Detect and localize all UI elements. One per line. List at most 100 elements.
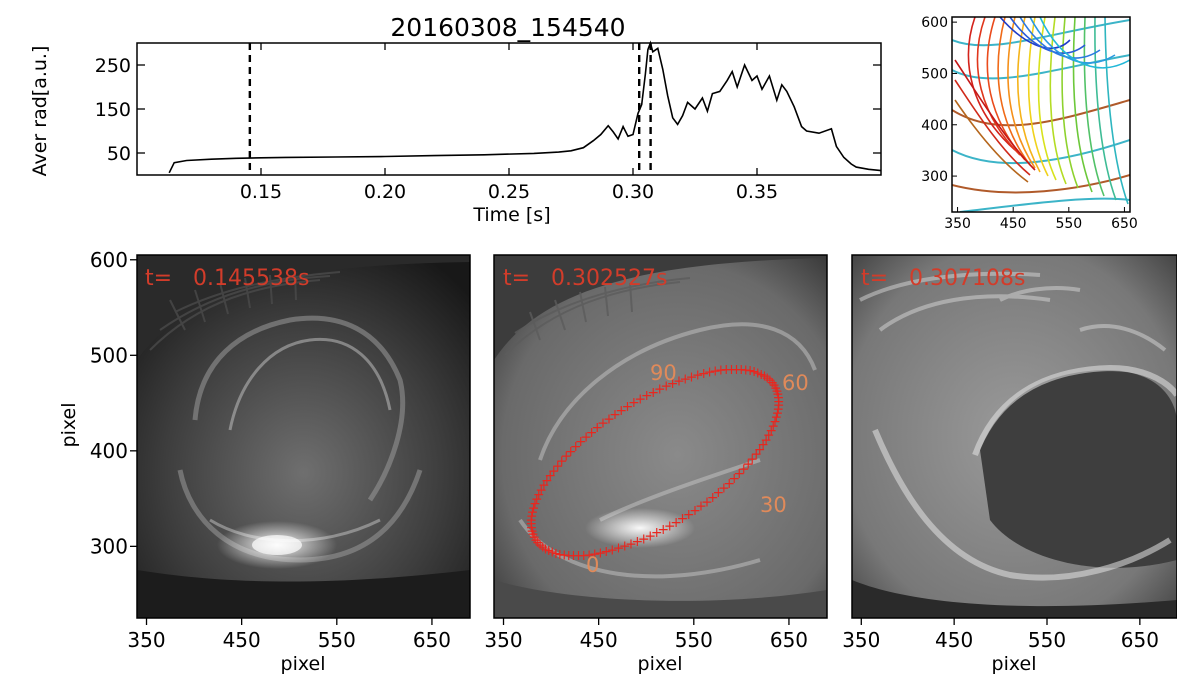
trace-xtick-label: 0.20 [364, 181, 406, 203]
separatrix-marker: + [575, 434, 587, 450]
separatrix-marker: + [591, 420, 603, 436]
separatrix-marker: + [738, 461, 750, 477]
separatrix-marker: + [597, 416, 609, 432]
separatrix-marker: + [603, 411, 615, 427]
separatrix-marker: + [709, 364, 721, 380]
panel-xtick-label: 350 [842, 628, 880, 652]
inset-xtick-label: 450 [1000, 216, 1027, 232]
separatrix-marker: + [760, 432, 772, 448]
separatrix-marker: + [651, 525, 663, 541]
trace-series-line [168, 40, 882, 174]
panel-3-time-label: t= 0.307108s [861, 266, 1025, 291]
camera-image-1 [137, 255, 470, 618]
separatrix-marker: + [550, 546, 562, 562]
separatrix-marker: + [622, 399, 634, 415]
separatrix-marker: + [583, 547, 595, 563]
separatrix-marker: + [698, 366, 710, 382]
separatrix-marker: + [773, 390, 785, 406]
panel-ytick-label: 300 [90, 534, 128, 558]
contour-label-90: 90 [650, 361, 677, 385]
separatrix-marker: + [750, 447, 762, 463]
separatrix-marker: + [534, 537, 546, 553]
separatrix-marker: + [619, 539, 631, 555]
separatrix-marker: + [554, 547, 566, 563]
separatrix-marker: + [772, 406, 784, 422]
separatrix-marker: + [720, 362, 732, 378]
inset-frame [951, 16, 1131, 213]
separatrix-marker: + [746, 452, 758, 468]
separatrix-marker: + [771, 410, 783, 426]
separatrix-marker: + [748, 364, 760, 380]
separatrix-marker: + [660, 379, 672, 395]
separatrix-marker: + [580, 429, 592, 445]
separatrix-marker: + [769, 414, 781, 430]
separatrix-marker: + [526, 523, 538, 539]
separatrix-marker: + [765, 423, 777, 439]
separatrix-marker: + [527, 505, 539, 521]
separatrix-marker: + [595, 545, 607, 561]
panel-3-frame [851, 254, 1177, 619]
panel-xtick-label: 650 [413, 628, 451, 652]
trace-xtick-label: 0.15 [240, 181, 282, 203]
separatrix-marker: + [726, 362, 738, 378]
separatrix-marker: + [701, 494, 713, 510]
separatrix-marker: + [641, 388, 653, 404]
panel-3-xlabel: pixel [992, 653, 1037, 675]
separatrix-marker: + [525, 513, 537, 529]
separatrix-marker: + [718, 481, 730, 497]
separatrix-marker: + [632, 534, 644, 550]
contour-label-30: 30 [760, 493, 787, 517]
inset-ytick-label: 500 [921, 66, 948, 82]
separatrix-marker: + [686, 369, 698, 385]
inset-xtick-label: 550 [1055, 216, 1082, 232]
separatrix-marker: + [548, 463, 560, 479]
separatrix-marker: + [625, 536, 637, 552]
separatrix-marker: + [600, 544, 612, 560]
inset-field-line-chart: 350 450 550 650 300 400 500 600 [921, 15, 1138, 232]
separatrix-ellipse-markers: ++++++++++++++++++++++++++++++++++++++++… [525, 362, 784, 564]
separatrix-marker: + [654, 382, 666, 398]
separatrix-marker: + [773, 398, 785, 414]
separatrix-marker: + [532, 535, 544, 551]
separatrix-marker: + [667, 376, 679, 392]
separatrix-marker: + [742, 457, 754, 473]
panel-xtick-label: 550 [318, 628, 356, 652]
separatrix-marker: + [586, 425, 598, 441]
separatrix-marker: + [556, 454, 568, 470]
separatrix-marker: + [713, 485, 725, 501]
panel-xtick-label: 550 [1028, 628, 1066, 652]
panel-2-frame [493, 254, 828, 619]
trace-xlabel: Time [s] [472, 204, 550, 226]
separatrix-marker: + [715, 363, 727, 379]
separatrix-marker: + [731, 362, 743, 378]
inset-ytick-label: 600 [921, 15, 948, 31]
separatrix-marker: + [704, 365, 716, 381]
separatrix-marker: + [771, 384, 783, 400]
panel-xtick-label: 450 [223, 628, 261, 652]
panel-xtick-label: 650 [1121, 628, 1159, 652]
separatrix-marker: + [552, 458, 564, 474]
panel-2-ticks: 350 450 550 650 [484, 618, 808, 652]
panel-3-ticks: 350 450 550 650 [842, 618, 1159, 652]
separatrix-marker: + [657, 522, 669, 538]
separatrix-marker: + [692, 368, 704, 384]
panel-1-time-label: t= 0.145538s [145, 266, 309, 291]
separatrix-marker: + [573, 548, 585, 564]
contour-label-60: 60 [782, 371, 809, 395]
panel-xtick-label: 650 [770, 628, 808, 652]
separatrix-marker: + [535, 482, 547, 498]
separatrix-marker: + [528, 500, 540, 516]
panel-1-frame [136, 254, 471, 619]
panel-ytick-label: 500 [90, 343, 128, 367]
separatrix-marker: + [670, 515, 682, 531]
separatrix-marker: + [735, 362, 747, 378]
separatrix-marker: + [563, 548, 575, 564]
camera-image-3 [852, 255, 1177, 618]
separatrix-marker: + [615, 403, 627, 419]
separatrix-marker: + [767, 419, 779, 435]
separatrix-marker: + [568, 548, 580, 564]
separatrix-marker: + [609, 407, 621, 423]
separatrix-marker: + [529, 496, 541, 512]
separatrix-marker: + [773, 394, 785, 410]
